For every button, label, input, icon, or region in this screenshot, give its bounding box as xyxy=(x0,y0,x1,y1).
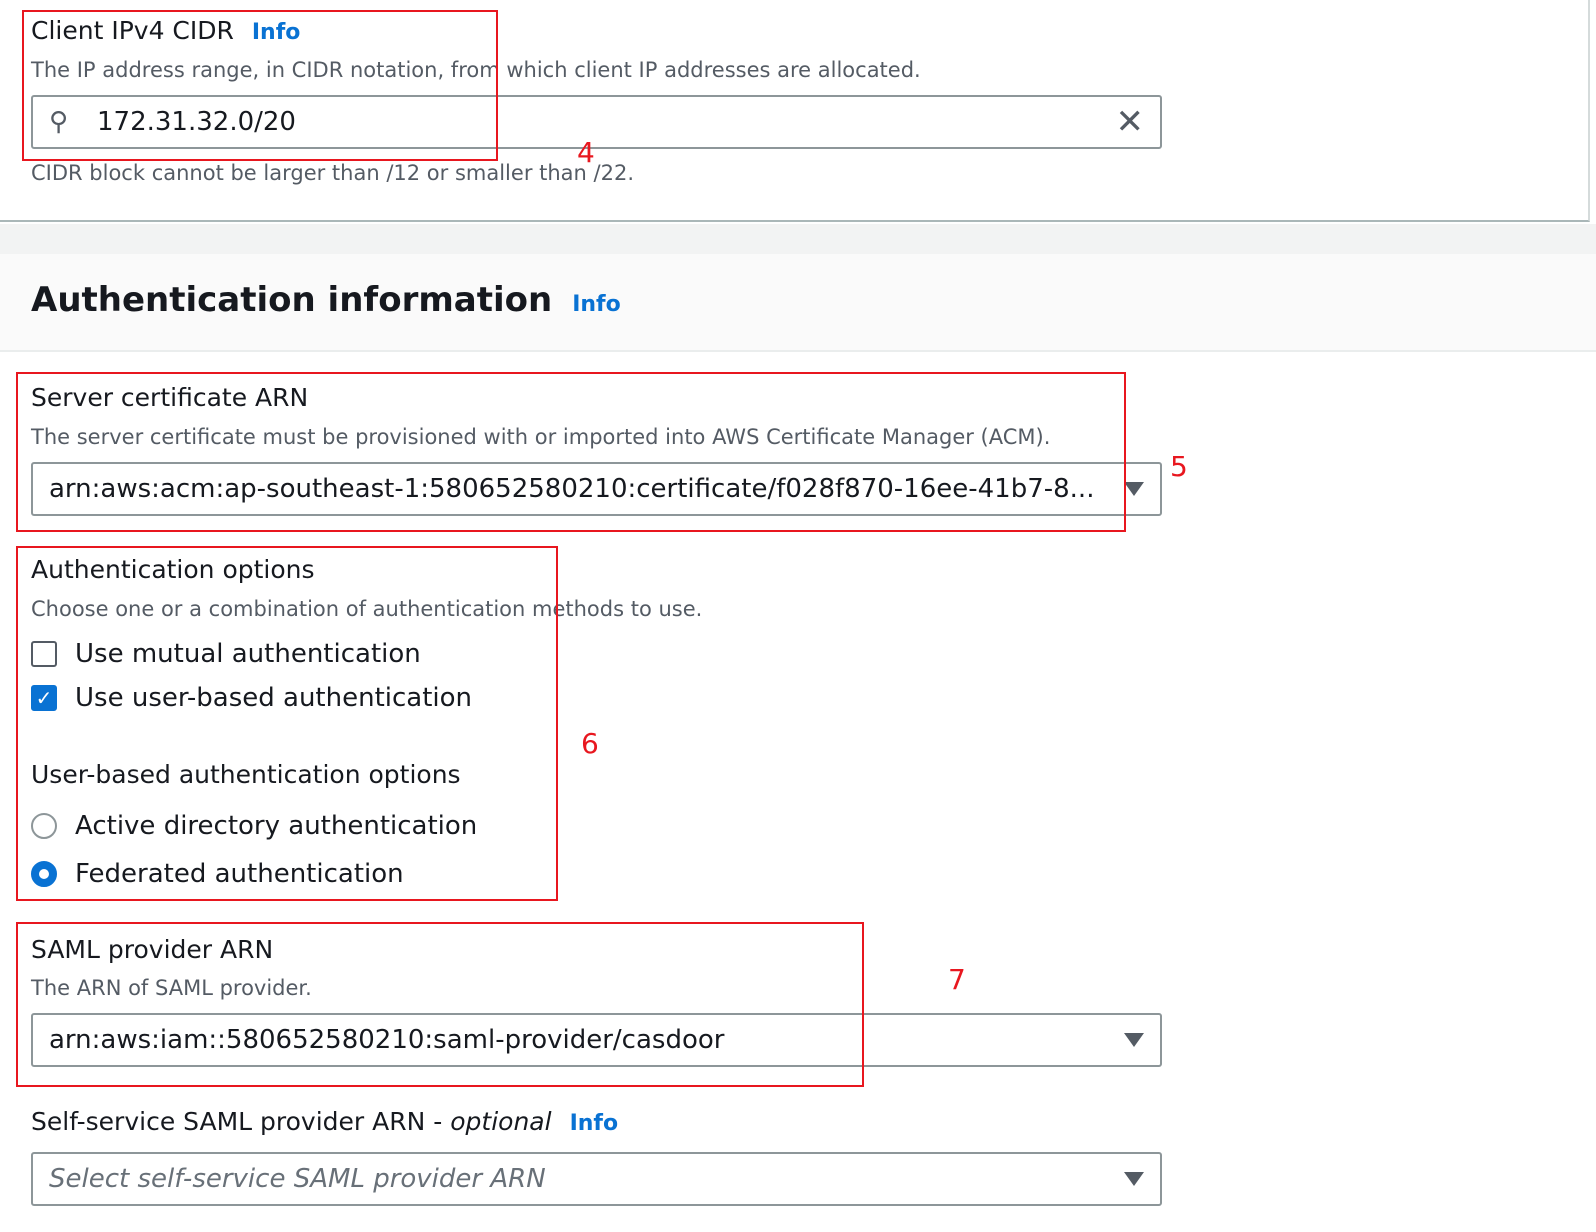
caret-down-icon xyxy=(1124,482,1144,496)
auth-section-title: Authentication information xyxy=(31,280,553,320)
optional-tag: optional xyxy=(450,1107,552,1136)
radio-unselected-icon xyxy=(31,813,57,839)
annotation-number-5: 5 xyxy=(1170,450,1188,483)
federated-auth-radio[interactable]: Federated authentication xyxy=(31,859,404,889)
annotation-number-4: 4 xyxy=(577,136,595,169)
active-directory-radio[interactable]: Active directory authentication xyxy=(31,811,477,841)
auth-section-info-link[interactable]: Info xyxy=(572,292,621,317)
client-cidr-info-link[interactable]: Info xyxy=(251,20,301,45)
server-cert-select[interactable]: arn:aws:acm:ap-southeast-1:580652580210:… xyxy=(31,462,1162,516)
clear-icon[interactable]: ✕ xyxy=(1115,102,1145,142)
client-cidr-description: The IP address range, in CIDR notation, … xyxy=(31,58,921,82)
self-service-saml-select[interactable]: Select self-service SAML provider ARN xyxy=(31,1152,1162,1206)
annotation-box-6 xyxy=(16,546,558,901)
checkbox-label: Use user-based authentication xyxy=(75,683,473,713)
network-panel xyxy=(0,0,1590,222)
checkbox-checked-icon: ✓ xyxy=(31,685,57,711)
server-cert-label: Server certificate ARN xyxy=(31,383,309,412)
self-service-placeholder: Select self-service SAML provider ARN xyxy=(49,1164,546,1194)
mutual-auth-checkbox[interactable]: Use mutual authentication xyxy=(31,639,421,669)
auth-options-description: Choose one or a combination of authentic… xyxy=(31,597,703,621)
saml-description: The ARN of SAML provider. xyxy=(31,976,312,1000)
checkbox-label: Use mutual authentication xyxy=(75,639,421,669)
radio-selected-icon xyxy=(31,861,57,887)
annotation-box-5 xyxy=(16,372,1126,532)
client-cidr-label: Client IPv4 CIDR xyxy=(31,16,234,45)
user-based-auth-checkbox[interactable]: ✓ Use user-based authentication xyxy=(31,683,472,713)
saml-label: SAML provider ARN xyxy=(31,935,274,964)
caret-down-icon xyxy=(1124,1033,1144,1047)
checkbox-unchecked-icon xyxy=(31,641,57,667)
panel-gap xyxy=(0,224,1596,254)
annotation-number-6: 6 xyxy=(581,727,599,760)
client-cidr-input[interactable]: ⚲ 172.31.32.0/20 ✕ xyxy=(31,95,1162,149)
annotation-number-7: 7 xyxy=(948,963,966,996)
annotation-box-4 xyxy=(22,10,498,161)
auth-options-label: Authentication options xyxy=(31,555,315,584)
saml-provider-select[interactable]: arn:aws:iam::580652580210:saml-provider/… xyxy=(31,1013,1162,1067)
radio-label: Active directory authentication xyxy=(75,811,478,841)
auth-section-header xyxy=(0,254,1596,352)
user-based-options-label: User-based authentication options xyxy=(31,760,461,789)
client-cidr-constraint: CIDR block cannot be larger than /12 or … xyxy=(31,161,634,185)
self-service-info-link[interactable]: Info xyxy=(569,1111,619,1136)
annotation-box-7 xyxy=(16,922,864,1087)
search-icon: ⚲ xyxy=(49,107,69,137)
server-cert-description: The server certificate must be provision… xyxy=(31,425,1051,449)
radio-label: Federated authentication xyxy=(75,859,404,889)
caret-down-icon xyxy=(1124,1172,1144,1186)
self-service-saml-label: Self-service SAML provider ARN - xyxy=(31,1107,451,1136)
